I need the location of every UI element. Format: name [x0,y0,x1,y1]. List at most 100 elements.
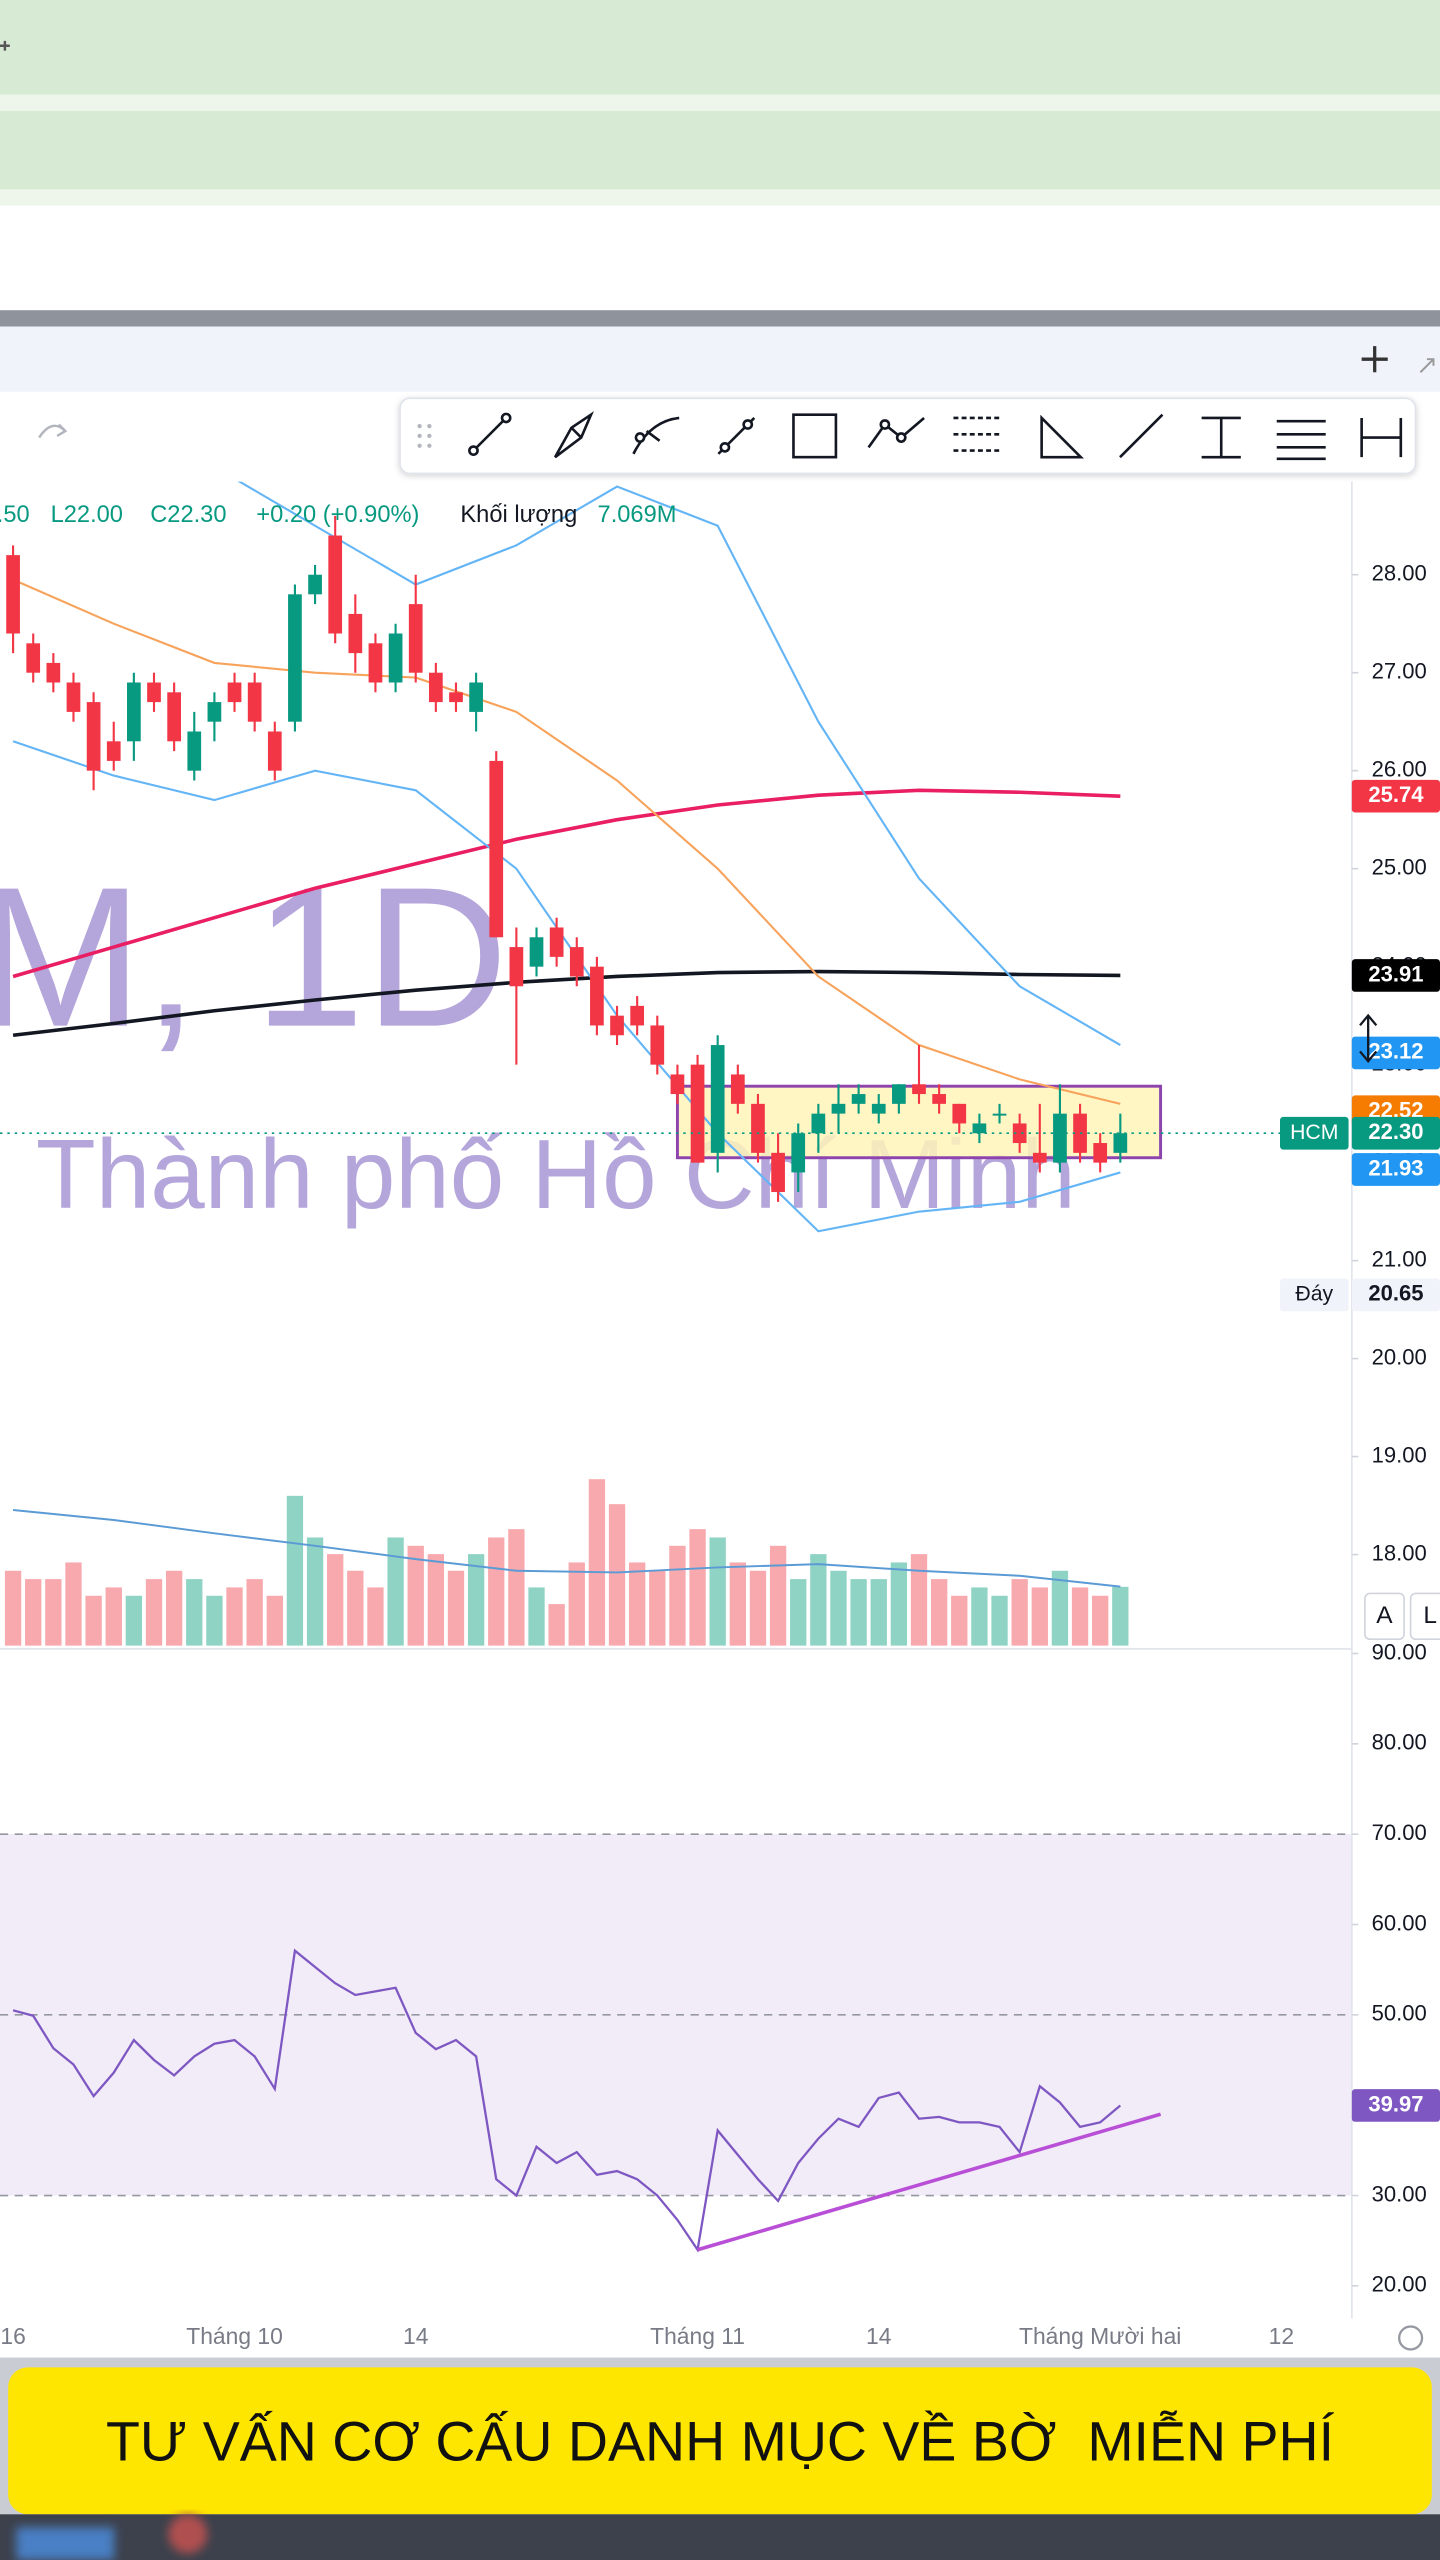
x-tick-label: Tháng Mười hai [1019,2323,1181,2349]
triangle-tool[interactable] [1040,414,1084,459]
price-tag-box [1280,1278,1349,1312]
volume-bar [810,1554,827,1646]
candle-body [771,1152,785,1193]
volume-bar [25,1579,42,1646]
volume-layer [4,1479,1129,1646]
indicator-line [237,481,1121,1046]
toolbar-panel [399,397,1417,475]
status-open: .50 [0,502,30,528]
plus-icon [0,40,10,51]
volume-bar [145,1579,163,1646]
rsi-y-tick-label: 60.00 [1372,1910,1427,1935]
y-tick-label: 26.00 [1372,757,1427,782]
y-tick-label: 21.00 [1372,1246,1427,1271]
candle-body [207,702,222,722]
redo-icon[interactable] [38,423,68,439]
range-tool[interactable] [1201,416,1241,459]
volume-bar [1051,1570,1069,1646]
volume-bar [186,1579,203,1646]
blank-bar [0,205,1440,311]
candle-body [66,682,81,712]
top-gap [0,189,1440,206]
indicator-line [12,788,1121,979]
channel-tool[interactable] [1276,419,1326,461]
volume-bar [1011,1579,1028,1646]
volume-bar [689,1529,706,1646]
watermark-symbol: M, 1D [0,847,508,1069]
expand-icon[interactable] [1419,358,1435,373]
candle-body [428,672,443,703]
y-tick-label: 27.00 [1372,659,1427,684]
candle-body [630,1005,645,1026]
candle-body [46,662,61,683]
auto-scale-button[interactable] [1364,1592,1405,1640]
volume-bar [387,1537,404,1646]
drawing-toolbar [399,397,1417,475]
volume-bar [1092,1595,1109,1646]
price-tag: Đáy [1295,1283,1333,1306]
candle-body [308,574,322,595]
price-badge-label: 20.65 [1368,1281,1423,1306]
rsi-y-tick-label: 70.00 [1372,1820,1427,1845]
log-scale-button[interactable] [1409,1592,1440,1640]
indicator-line [12,969,1121,1038]
candle-body [328,535,343,634]
settings-icon[interactable] [1398,2325,1424,2351]
volume-bar [266,1595,283,1646]
candle-body [952,1103,967,1124]
volume-bar [1031,1587,1048,1646]
divider [0,310,1440,327]
volume-bar [226,1587,243,1646]
volume-bar [427,1554,445,1646]
price-badge-label: 22.30 [1368,1119,1423,1144]
price-badge-label: 25.74 [1368,782,1424,807]
add-button[interactable] [1361,346,1388,373]
candle-body [368,643,383,683]
drag-handle[interactable] [417,424,432,448]
volume-bar [4,1570,22,1646]
candle-body [147,682,161,703]
rsi-y-tick-label: 90.00 [1372,1639,1427,1664]
candle-body [912,1084,926,1095]
arrow-tool[interactable] [553,411,594,459]
scale-buttons: A L [1364,1592,1440,1640]
candle-body [348,613,363,654]
rsi-line [12,1948,1122,2253]
line-tool[interactable] [1119,413,1164,459]
path-tool[interactable] [867,416,925,449]
resize-cursor [1359,1013,1378,1064]
candle-body [831,1103,846,1114]
auto-scale-label: A [1376,1602,1393,1629]
candle-body [167,692,181,742]
candle-body [86,702,101,771]
top-band [0,111,1440,190]
volume-bar [890,1562,908,1646]
rsi-pane [0,1833,1352,2253]
volume-bar [951,1595,968,1646]
volume-bar [790,1579,807,1646]
volume-bar [1071,1587,1089,1646]
indicator-line [12,578,1121,1105]
volume-bar [105,1587,122,1646]
candle-body [247,682,262,722]
rsi-value-label: 39.97 [1368,2091,1423,2116]
volume-ma-line [12,1509,1121,1588]
volume-bar [407,1545,424,1646]
y-tick-label: 18.00 [1372,1540,1427,1565]
candle-layer [6,515,1128,1202]
volume-bar [930,1579,948,1646]
indicator-line [12,740,1121,1233]
volume-bar [971,1587,988,1646]
volume-bar [991,1595,1008,1646]
rsi-y-tick-label: 30.00 [1372,2181,1427,2206]
volume-bar [588,1479,606,1646]
x-tick-label: 14 [403,2323,429,2349]
volume-bar [729,1562,746,1646]
curve-tool[interactable] [632,416,680,455]
rectangle-tool[interactable] [792,413,838,459]
candle-body [670,1074,685,1095]
price-badge [1351,1153,1440,1186]
volume-bar [306,1537,324,1646]
date-range-tool[interactable] [1360,417,1403,458]
